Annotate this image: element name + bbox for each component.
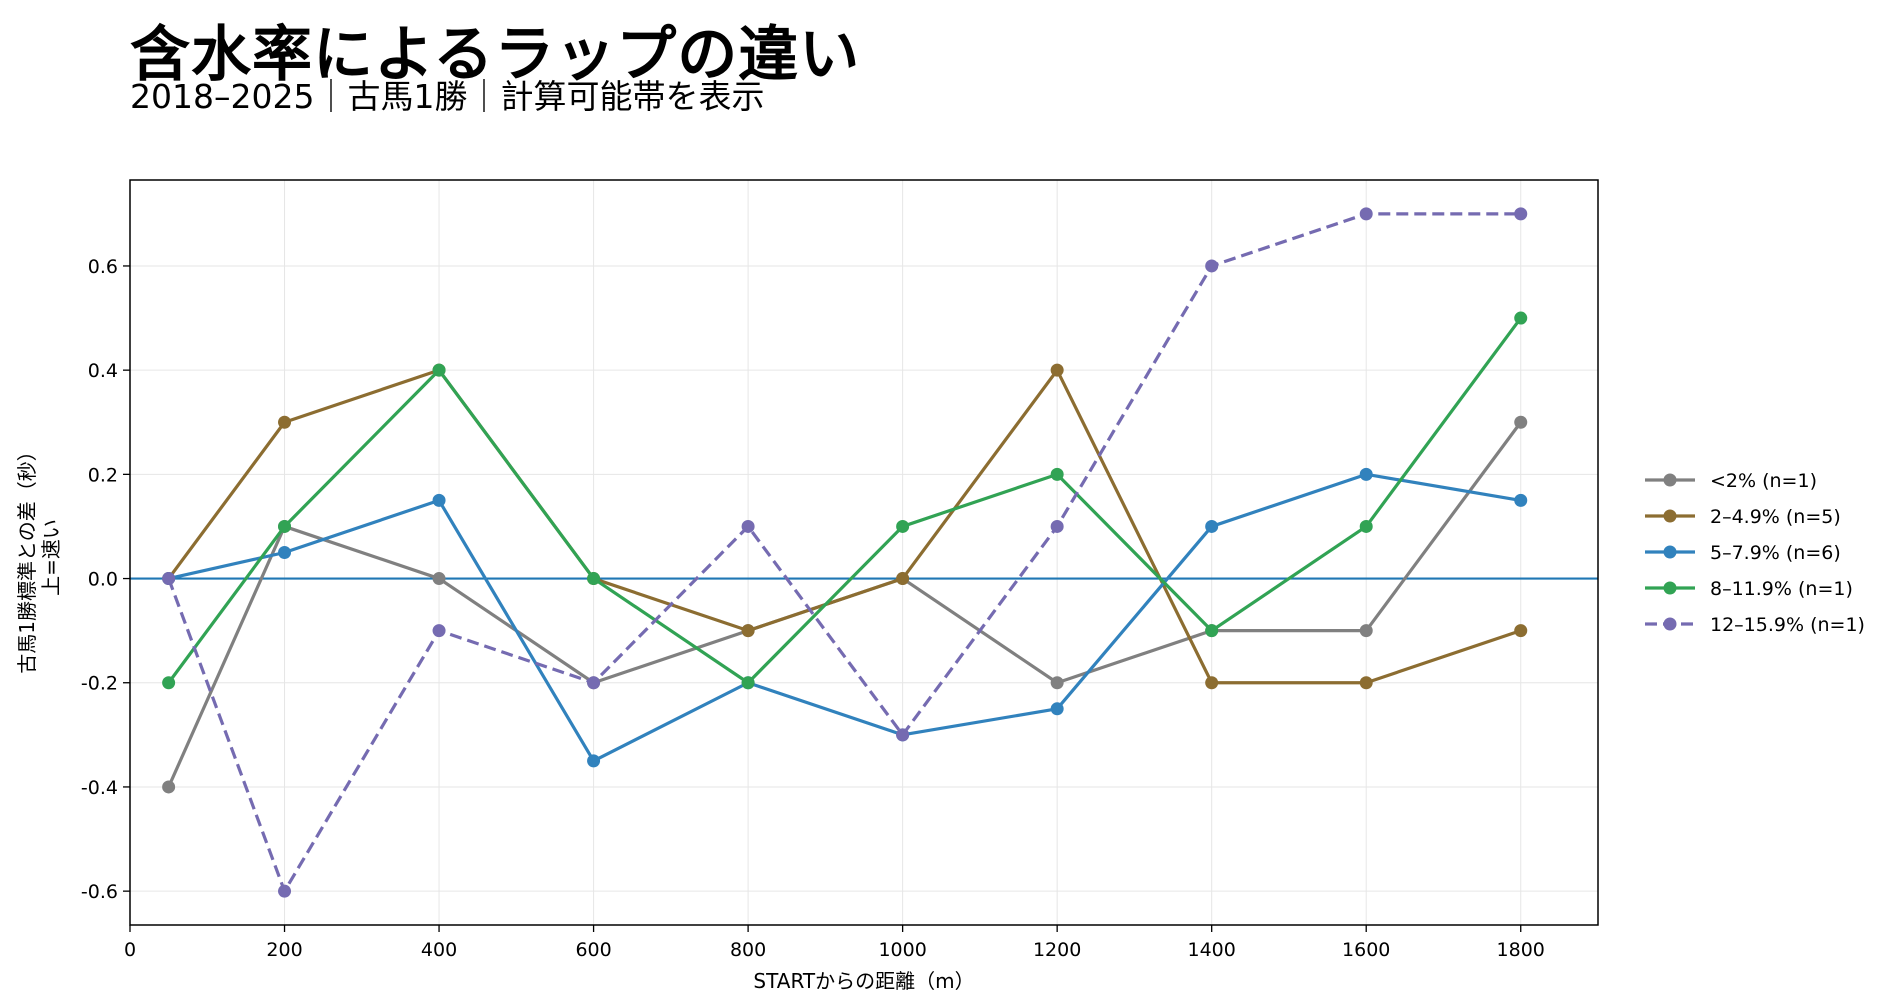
legend-swatch-marker (1663, 545, 1677, 559)
data-point (1514, 624, 1528, 638)
data-point (1359, 519, 1373, 533)
legend-item: <2% (n=1) (1645, 470, 1817, 492)
chart-title: 含水率によるラップの違い (130, 20, 861, 90)
data-point (1205, 259, 1219, 273)
x-tick-label: 600 (575, 939, 611, 961)
data-point (432, 363, 446, 377)
data-point (1359, 624, 1373, 638)
y-tick-label: 0.0 (88, 569, 118, 591)
data-point (278, 519, 292, 533)
data-point (1050, 467, 1064, 481)
y-tick-label: 0.4 (88, 360, 118, 382)
y-tick-label: -0.2 (81, 673, 118, 695)
data-point (1359, 207, 1373, 221)
data-point (741, 624, 755, 638)
x-axis-label: STARTからの距離（m） (753, 969, 974, 993)
data-point (587, 572, 601, 586)
x-axis-ticks: 0 200 400 600 800 1000 1200 1400 1600 1800 (124, 925, 1545, 961)
legend-label: <2% (n=1) (1710, 470, 1817, 492)
data-point (1359, 467, 1373, 481)
data-point (432, 572, 446, 586)
series-5 (162, 207, 1528, 898)
y-axis-sublabel: 上=速い (39, 519, 63, 596)
data-point (162, 676, 176, 690)
legend-label: 5–7.9% (n=6) (1710, 542, 1841, 564)
data-point (278, 415, 292, 429)
legend-item: 2–4.9% (n=5) (1645, 506, 1841, 528)
series-line (167, 317, 1523, 685)
x-tick-label: 800 (730, 939, 766, 961)
data-point (1205, 676, 1219, 690)
legend-swatch-marker (1663, 509, 1677, 523)
data-point (278, 884, 292, 898)
x-tick-label: 1800 (1497, 939, 1545, 961)
grid-lines (129, 180, 1598, 925)
data-point (1205, 519, 1219, 533)
data-point (1359, 676, 1373, 690)
data-point (1514, 207, 1528, 221)
y-tick-label: 0.6 (88, 256, 118, 278)
x-tick-label: 1400 (1188, 939, 1236, 961)
chart-subtitle: 2018–2025｜古馬1勝｜計算可能帯を表示 (130, 77, 765, 116)
data-point (587, 754, 601, 768)
data-point (741, 676, 755, 690)
data-point (1050, 702, 1064, 716)
series-1 (162, 415, 1528, 794)
x-tick-label: 1000 (878, 939, 926, 961)
x-tick-label: 200 (266, 939, 302, 961)
data-point (162, 780, 176, 794)
series-line (167, 421, 1523, 788)
series-4 (162, 311, 1528, 690)
legend-label: 2–4.9% (n=5) (1710, 506, 1841, 528)
legend-swatch-marker (1663, 581, 1677, 595)
x-tick-label: 400 (421, 939, 457, 961)
data-point (1050, 363, 1064, 377)
x-tick-label: 1600 (1342, 939, 1390, 961)
data-point (896, 572, 910, 586)
data-point (896, 519, 910, 533)
legend-item: 8–11.9% (n=1) (1645, 578, 1853, 600)
data-point (1050, 676, 1064, 690)
y-axis-ticks: -0.6 -0.4 -0.2 0.0 0.2 0.4 0.6 (81, 256, 130, 903)
series-2 (162, 363, 1528, 690)
data-point (1205, 624, 1219, 638)
series-line (168, 472, 1522, 763)
data-point (278, 546, 292, 559)
legend: <2% (n=1) 2–4.9% (n=5) 5–7.9% (n=6) 8–11.9%… (1645, 470, 1865, 636)
x-tick-label: 0 (124, 939, 136, 961)
y-tick-label: 0.2 (88, 464, 118, 486)
plot-frame (129, 179, 1599, 926)
legend-item: 12–15.9% (n=1) (1645, 614, 1865, 636)
legend-label: 8–11.9% (n=1) (1710, 578, 1853, 600)
series-3 (162, 467, 1528, 768)
data-point (1050, 519, 1064, 533)
y-tick-label: -0.4 (81, 777, 118, 799)
data-point (587, 676, 601, 690)
legend-item: 5–7.9% (n=6) (1645, 542, 1841, 564)
data-point (1514, 311, 1528, 325)
data-point (432, 624, 446, 638)
y-axis-label: 古馬1勝標準との差（秒） (15, 441, 39, 674)
legend-swatch-marker (1663, 617, 1677, 631)
data-point (741, 519, 755, 533)
x-tick-label: 1200 (1033, 939, 1081, 961)
data-point (162, 572, 176, 586)
series-line (167, 212, 1521, 893)
series-group (162, 207, 1528, 898)
data-point (432, 493, 446, 507)
legend-swatch-marker (1663, 473, 1677, 487)
data-point (1514, 493, 1528, 507)
data-point (896, 728, 910, 742)
series-line (167, 368, 1522, 685)
data-point (1514, 415, 1528, 429)
y-tick-label: -0.6 (81, 881, 118, 903)
legend-label: 12–15.9% (n=1) (1710, 614, 1865, 636)
